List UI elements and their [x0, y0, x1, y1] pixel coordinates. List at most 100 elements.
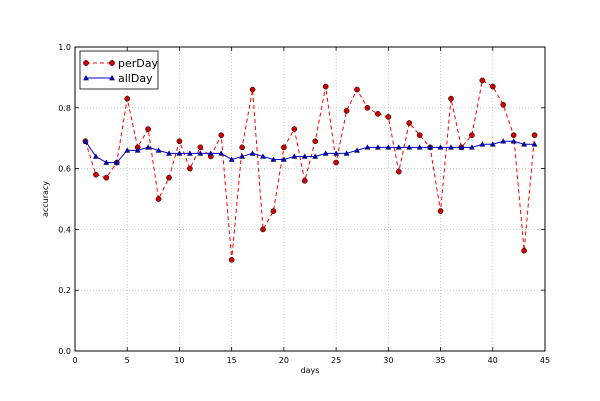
legend-label-allDay: allDay: [118, 72, 153, 85]
data-point-perDay: [176, 138, 183, 145]
data-point-allDay: [280, 156, 287, 162]
y-tick-label: 0.0: [58, 347, 71, 356]
grid-lines: [75, 47, 545, 351]
data-point-perDay: [155, 196, 162, 202]
legend-label-perDay: perDay: [118, 57, 158, 70]
series-layer: [82, 77, 538, 263]
data-point-allDay: [406, 144, 413, 150]
data-point-allDay: [124, 147, 131, 153]
data-point-perDay: [354, 86, 360, 93]
data-point-perDay: [385, 114, 392, 120]
data-point-allDay: [218, 150, 225, 156]
y-tick-label: 1.0: [58, 43, 71, 52]
x-tick-label: 0: [72, 356, 77, 365]
data-point-perDay: [322, 83, 329, 90]
data-point-allDay: [395, 144, 402, 150]
data-point-perDay: [301, 177, 308, 184]
axis-ticks: 0 5 10 15 20 25 30 35 40 45 0.0 0.2 0.4 0.6 0.8 1.0: [58, 43, 550, 365]
x-tick-label: 45: [540, 356, 550, 365]
data-point-allDay: [510, 138, 517, 144]
data-point-allDay: [82, 138, 89, 144]
data-point-allDay: [176, 150, 183, 156]
data-point-perDay: [187, 165, 193, 172]
data-point-allDay: [228, 156, 235, 162]
data-point-perDay: [375, 111, 381, 117]
data-point-allDay: [301, 153, 308, 159]
data-point-perDay: [500, 101, 507, 108]
x-tick-label: 30: [383, 356, 393, 365]
data-point-perDay: [406, 120, 413, 126]
y-tick-label: 0.2: [58, 286, 71, 295]
x-tick-label: 40: [488, 356, 498, 365]
series-line-perDay: [84, 79, 536, 260]
legend: perDay allDay: [79, 50, 159, 90]
data-point-allDay: [448, 144, 454, 150]
x-tick-label: 5: [125, 356, 130, 365]
data-point-allDay: [260, 153, 266, 159]
data-point-allDay: [427, 144, 434, 150]
x-tick-label: 35: [435, 356, 445, 365]
data-point-perDay: [93, 171, 99, 178]
series-perDay: [82, 77, 538, 263]
data-point-perDay: [124, 95, 131, 102]
data-point-perDay: [510, 132, 517, 139]
data-point-perDay: [145, 126, 151, 132]
data-point-allDay: [374, 144, 381, 150]
data-point-allDay: [249, 150, 256, 156]
legend-marker-perDay: [109, 60, 115, 66]
data-point-perDay: [531, 132, 538, 139]
data-point-allDay: [186, 150, 193, 156]
data-point-allDay: [92, 153, 99, 159]
series-allDay: [82, 138, 538, 165]
y-tick-label: 0.4: [58, 225, 71, 234]
x-axis-label: days: [301, 366, 320, 375]
data-point-perDay: [489, 83, 496, 90]
data-point-perDay: [437, 208, 444, 215]
data-point-allDay: [385, 144, 392, 150]
data-point-allDay: [270, 156, 277, 162]
data-point-perDay: [260, 226, 266, 233]
data-point-perDay: [166, 174, 172, 181]
data-point-allDay: [291, 153, 298, 159]
data-point-allDay: [479, 141, 486, 147]
legend-marker-allDay: [83, 74, 89, 81]
data-point-allDay: [531, 141, 538, 147]
data-point-allDay: [207, 150, 214, 156]
x-tick-label: 10: [174, 356, 184, 365]
legend-box: [79, 50, 159, 90]
data-point-perDay: [270, 208, 277, 215]
data-point-allDay: [113, 159, 120, 165]
data-point-perDay: [364, 104, 371, 111]
data-point-perDay: [469, 132, 475, 139]
x-tick-label: 25: [331, 356, 341, 365]
data-point-allDay: [166, 150, 172, 156]
data-point-allDay: [354, 147, 360, 153]
data-point-perDay: [416, 132, 423, 139]
data-point-allDay: [155, 147, 162, 153]
data-point-allDay: [500, 138, 507, 144]
data-point-perDay: [218, 132, 225, 139]
data-point-perDay: [395, 168, 402, 175]
data-point-allDay: [103, 159, 110, 165]
data-point-perDay: [281, 144, 287, 151]
data-point-perDay: [239, 144, 245, 151]
x-tick-label: 15: [227, 356, 237, 365]
data-point-perDay: [343, 107, 350, 114]
y-tick-label: 0.6: [58, 165, 71, 174]
legend-marker-allDay: [109, 74, 115, 81]
plot-area-frame: [74, 46, 546, 352]
data-point-allDay: [521, 141, 528, 147]
data-point-allDay: [145, 144, 152, 150]
data-point-perDay: [521, 247, 527, 254]
y-tick-label: 0.8: [58, 104, 71, 113]
data-point-allDay: [322, 150, 329, 156]
data-point-allDay: [364, 144, 371, 150]
data-point-perDay: [103, 174, 110, 181]
series-line-allDay: [85, 140, 535, 164]
data-point-allDay: [333, 150, 340, 156]
data-point-perDay: [333, 159, 339, 166]
data-point-allDay: [489, 141, 496, 147]
data-point-allDay: [468, 144, 475, 150]
data-point-perDay: [479, 77, 486, 84]
